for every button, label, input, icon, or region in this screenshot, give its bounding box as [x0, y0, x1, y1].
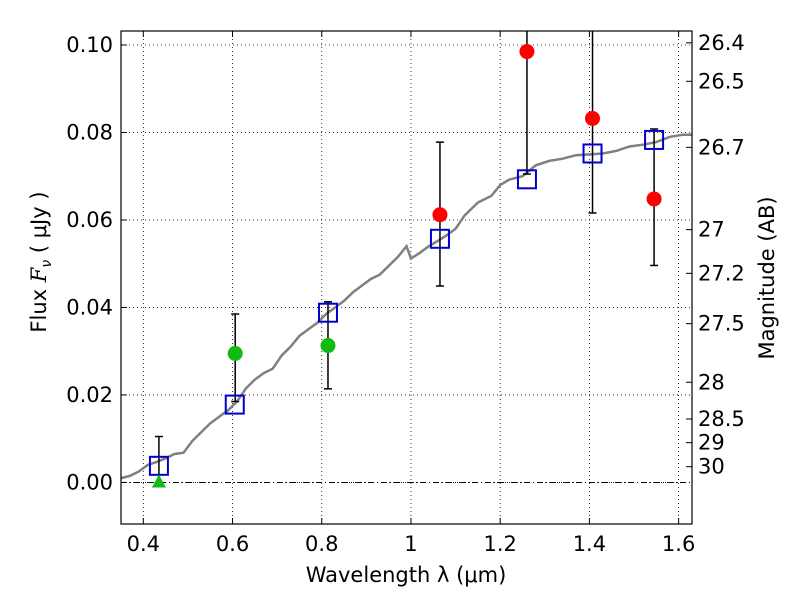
magnitude-tick-label: 29 — [698, 431, 725, 455]
error-bars — [154, 31, 659, 484]
data-markers — [148, 44, 665, 488]
flux-circle-marker — [320, 338, 336, 354]
magnitude-tick-label: 26.7 — [698, 135, 745, 159]
x-tick-label: 1 — [404, 532, 417, 556]
model-square-marker — [224, 394, 245, 415]
y-axis-label-prefix: Flux — [27, 282, 51, 332]
flux-circle-marker — [227, 345, 243, 361]
y-tick-label: 0.02 — [66, 383, 113, 407]
model-square-marker — [317, 302, 338, 323]
magnitude-tick-label: 28 — [698, 370, 725, 394]
magnitude-tick-label: 27.5 — [698, 312, 745, 336]
upper-limit-triangle-marker — [151, 474, 166, 488]
y-tick-label: 0.06 — [66, 208, 113, 232]
magnitude-tick-label: 26.4 — [698, 31, 745, 55]
flux-circle-marker — [432, 207, 448, 223]
flux-circle-marker — [646, 191, 662, 207]
y-tick-label: 0.04 — [66, 295, 113, 319]
y-tick-label: 0.08 — [66, 120, 113, 144]
y2-axis-label: Magnitude (AB) — [755, 196, 779, 359]
x-tick-labels: 0.4 0.6 0.8 1 1.2 1.4 1.6 — [127, 532, 696, 556]
sed-model-line — [121, 133, 692, 480]
y-tick-labels: 0.00 0.02 0.04 0.06 0.08 0.10 — [66, 33, 113, 494]
y-axis-label-symbol: F — [27, 266, 51, 283]
x-tick-label: 0.8 — [305, 532, 338, 556]
model-square-marker — [644, 129, 665, 150]
axis-ticks — [121, 31, 692, 524]
x-tick-label: 0.6 — [216, 532, 249, 556]
magnitude-tick-label: 27.2 — [698, 261, 745, 285]
x-tick-label: 1.4 — [573, 532, 606, 556]
magnitude-tick-label: 27 — [698, 218, 725, 242]
x-axis-label: Wavelength λ (μm) — [306, 563, 507, 587]
flux-circle-marker — [519, 44, 535, 60]
y-tick-label: 0.10 — [66, 33, 113, 57]
magnitude-tick-label: 28.5 — [698, 407, 745, 431]
y-axis-label: Flux Fν ( μJy ) — [27, 191, 55, 332]
y-axis-label-suffix: ( μJy ) — [27, 191, 51, 259]
model-square-marker — [582, 143, 603, 164]
x-tick-label: 1.2 — [483, 532, 516, 556]
magnitude-tick-label: 26.5 — [698, 69, 745, 93]
x-tick-label: 1.6 — [662, 532, 695, 556]
magnitude-tick-label: 30 — [698, 455, 725, 479]
model-square-marker — [516, 169, 537, 190]
y-tick-label: 0.00 — [66, 470, 113, 494]
y-axis-label-subscript: ν — [39, 260, 55, 268]
x-tick-label: 0.4 — [127, 532, 160, 556]
flux-circle-marker — [585, 110, 601, 126]
plot-frame — [120, 30, 693, 525]
model-square-marker — [429, 228, 450, 249]
